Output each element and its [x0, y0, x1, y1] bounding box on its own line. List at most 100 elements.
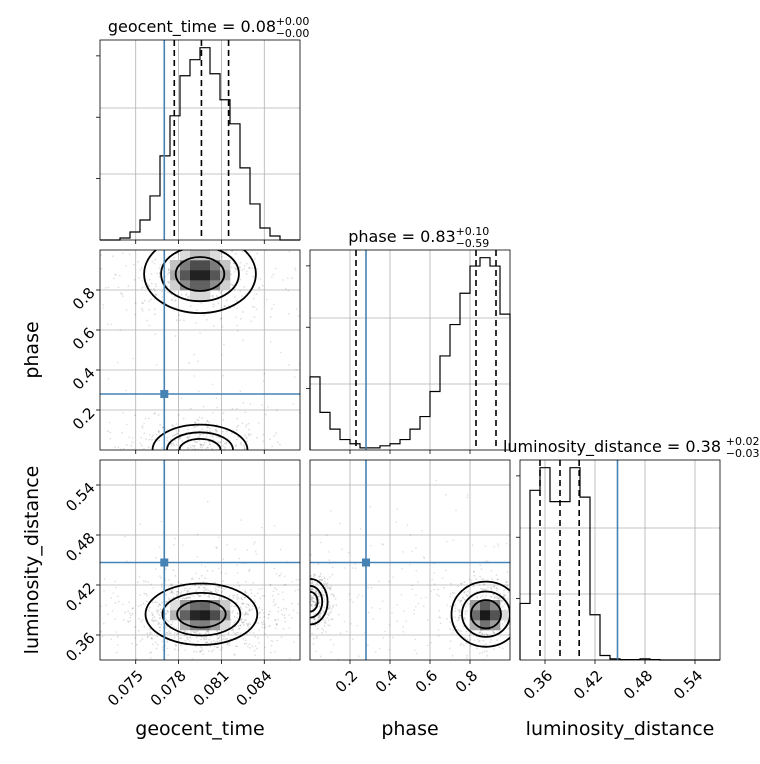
x-tick-label: 0.6	[412, 667, 442, 697]
sample-point	[254, 550, 257, 552]
sample-point	[315, 590, 318, 593]
sample-point	[293, 612, 295, 614]
sample-point	[174, 465, 176, 467]
sample-point	[490, 589, 493, 591]
sample-point	[313, 617, 316, 620]
sample-point	[193, 631, 195, 633]
sample-point	[112, 230, 114, 232]
sample-point	[464, 605, 467, 608]
sample-point	[232, 631, 235, 633]
sample-point	[443, 586, 445, 589]
sample-point	[307, 586, 309, 588]
sample-point	[247, 469, 249, 471]
sample-point	[236, 598, 239, 600]
sample-point	[283, 617, 286, 619]
hist-panel-geocent_time: geocent_time = 0.08 +0.00−0.00	[96, 15, 309, 241]
sample-point	[319, 615, 321, 618]
sample-point	[187, 596, 189, 599]
sample-point	[158, 603, 161, 606]
sample-point	[284, 584, 287, 586]
sample-point	[452, 539, 455, 542]
sample-point	[331, 573, 334, 576]
sample-point	[261, 626, 264, 629]
sample-point	[241, 476, 243, 478]
sample-point	[390, 666, 392, 668]
sample-point	[146, 632, 149, 635]
sample-point	[179, 207, 181, 209]
sample-point	[248, 604, 250, 606]
sample-point	[212, 639, 215, 642]
sample-point	[275, 409, 278, 412]
sample-point	[230, 273, 233, 276]
sample-point	[458, 614, 461, 617]
sample-point	[207, 447, 210, 449]
sample-point	[121, 293, 123, 295]
sample-point	[216, 585, 219, 588]
sample-point	[311, 621, 314, 624]
sample-point	[100, 254, 102, 256]
sample-point	[449, 595, 451, 598]
sample-point	[168, 455, 170, 457]
sample-point	[202, 314, 205, 317]
sample-point	[184, 597, 187, 600]
sample-point	[329, 605, 331, 607]
sample-point	[216, 640, 219, 643]
sample-point	[187, 297, 190, 299]
sample-point	[305, 573, 307, 575]
sample-point	[205, 588, 208, 590]
sample-point	[175, 423, 178, 425]
sample-point	[242, 623, 245, 626]
sample-point	[384, 630, 386, 633]
sample-point	[219, 461, 221, 463]
sample-point	[225, 471, 227, 473]
sample-point	[301, 603, 303, 605]
sample-point	[212, 412, 214, 414]
sample-point	[223, 465, 225, 467]
sample-point	[152, 620, 155, 623]
sample-point	[194, 215, 196, 217]
sample-point	[225, 452, 227, 454]
sample-point	[228, 642, 231, 644]
sample-point	[180, 644, 183, 647]
sample-point	[206, 455, 208, 457]
sample-point	[496, 543, 499, 545]
sample-point	[154, 283, 157, 286]
sample-point	[157, 457, 159, 459]
sample-point	[187, 448, 190, 450]
sample-point	[231, 284, 234, 286]
sample-point	[165, 601, 168, 604]
sample-point	[233, 594, 236, 596]
sample-point	[223, 455, 225, 457]
x-tick-label: 0.54	[670, 667, 706, 703]
sample-point	[535, 634, 537, 636]
sample-point	[302, 595, 304, 597]
sample-point	[235, 481, 237, 483]
sample-point	[127, 285, 130, 288]
sample-point	[511, 586, 513, 588]
sample-point	[134, 414, 136, 416]
sample-point	[369, 505, 372, 508]
sample-point	[237, 436, 239, 438]
sample-point	[348, 593, 351, 595]
sample-point	[431, 578, 434, 581]
sample-point	[298, 578, 300, 581]
sample-point	[315, 590, 318, 593]
sample-point	[157, 621, 160, 624]
sample-point	[218, 237, 220, 239]
panel-frame	[309, 249, 511, 451]
sample-point	[280, 572, 283, 575]
sample-point	[154, 556, 157, 559]
sample-point	[310, 579, 313, 582]
density-cell	[210, 250, 221, 261]
sample-point	[479, 631, 482, 634]
sample-point	[278, 575, 280, 577]
sample-point	[170, 583, 173, 586]
sample-point	[101, 635, 104, 638]
sample-point	[325, 631, 327, 633]
sample-point	[157, 610, 160, 612]
sample-point	[155, 285, 158, 288]
sample-point	[381, 600, 384, 602]
sample-point	[174, 648, 176, 651]
sample-point	[409, 564, 411, 566]
density-cell	[180, 280, 191, 291]
